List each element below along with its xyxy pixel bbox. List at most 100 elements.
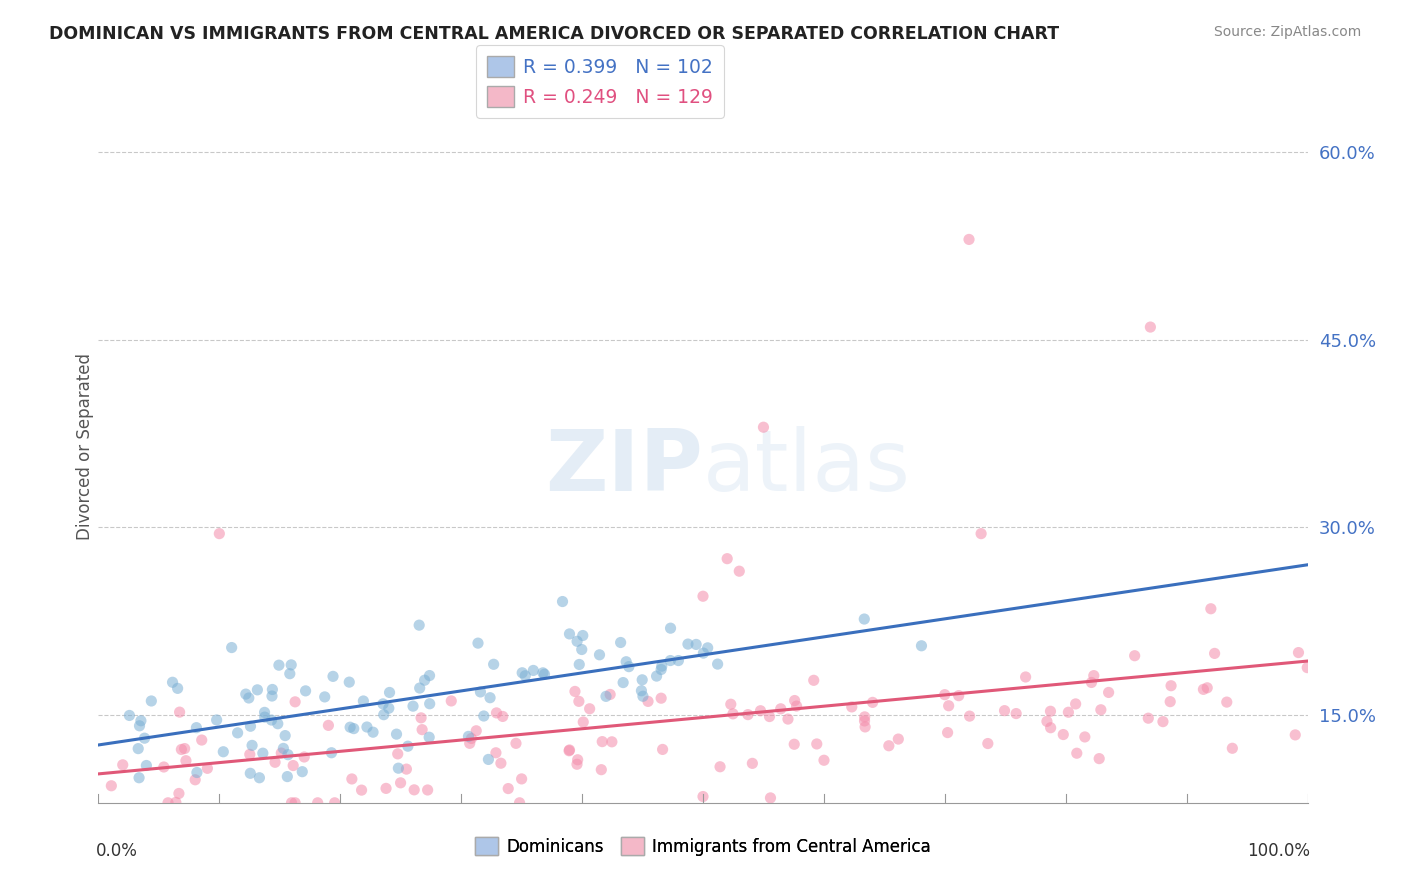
Point <box>666 654 689 668</box>
Point <box>709 760 731 774</box>
Point <box>938 698 960 713</box>
Point <box>716 551 738 566</box>
Point <box>460 731 482 746</box>
Point <box>692 789 714 804</box>
Point <box>239 719 262 733</box>
Point <box>322 669 344 683</box>
Point <box>759 791 782 805</box>
Point <box>389 776 412 790</box>
Point <box>853 710 876 724</box>
Point <box>651 659 673 673</box>
Point <box>470 685 492 699</box>
Point <box>993 704 1015 718</box>
Point <box>515 669 537 683</box>
Point <box>278 666 301 681</box>
Point <box>612 675 634 690</box>
Point <box>226 726 249 740</box>
Point <box>387 747 409 761</box>
Point <box>186 765 208 780</box>
Point <box>118 708 141 723</box>
Point <box>650 663 672 677</box>
Point <box>292 750 315 764</box>
Point <box>419 668 441 682</box>
Point <box>375 781 398 796</box>
Point <box>240 739 263 753</box>
Point <box>1090 703 1112 717</box>
Point <box>591 763 613 777</box>
Point <box>387 761 409 775</box>
Point <box>783 693 806 707</box>
Point <box>153 760 176 774</box>
Point <box>806 737 828 751</box>
Point <box>238 690 260 705</box>
Point <box>948 689 970 703</box>
Point <box>277 747 299 762</box>
Point <box>558 743 581 757</box>
Point <box>934 688 956 702</box>
Point <box>509 796 531 810</box>
Point <box>617 659 640 673</box>
Point <box>571 642 593 657</box>
Point <box>1097 685 1119 699</box>
Point <box>173 741 195 756</box>
Text: DOMINICAN VS IMMIGRANTS FROM CENTRAL AMERICA DIVORCED OR SEPARATED CORRELATION C: DOMINICAN VS IMMIGRANTS FROM CENTRAL AME… <box>49 25 1059 43</box>
Point <box>402 699 425 714</box>
Point <box>1039 704 1062 718</box>
Point <box>877 739 900 753</box>
Point <box>758 709 780 723</box>
Point <box>314 690 336 704</box>
Point <box>936 725 959 739</box>
Point <box>404 782 426 797</box>
Point <box>1288 646 1310 660</box>
Point <box>720 698 742 712</box>
Point <box>165 796 187 810</box>
Point <box>558 627 581 641</box>
Point <box>721 706 744 721</box>
Point <box>853 612 876 626</box>
Point <box>485 746 508 760</box>
Point <box>1052 727 1074 741</box>
Point <box>1039 721 1062 735</box>
Point <box>492 709 515 723</box>
Point <box>803 673 825 688</box>
Point <box>692 646 714 660</box>
Text: Source: ZipAtlas.com: Source: ZipAtlas.com <box>1213 25 1361 39</box>
Point <box>1014 670 1036 684</box>
Point <box>813 753 835 767</box>
Point <box>1080 675 1102 690</box>
Point <box>208 526 231 541</box>
Point <box>273 741 295 756</box>
Point <box>769 702 792 716</box>
Point <box>291 764 314 779</box>
Point <box>853 720 876 734</box>
Point <box>323 796 346 810</box>
Y-axis label: Divorced or Separated: Divorced or Separated <box>76 352 94 540</box>
Point <box>1064 697 1087 711</box>
Point <box>184 772 207 787</box>
Point <box>239 766 262 780</box>
Point <box>599 688 621 702</box>
Point <box>1204 647 1226 661</box>
Point <box>565 634 588 648</box>
Point <box>141 694 163 708</box>
Point <box>411 723 433 737</box>
Point <box>533 667 555 681</box>
Point <box>659 654 682 668</box>
Text: ZIP: ZIP <box>546 425 703 509</box>
Point <box>339 720 361 734</box>
Point <box>157 796 180 810</box>
Point <box>283 758 305 772</box>
Point <box>489 756 512 771</box>
Point <box>190 733 212 747</box>
Point <box>1137 711 1160 725</box>
Point <box>631 690 654 704</box>
Point <box>1083 668 1105 682</box>
Point <box>385 727 408 741</box>
Point <box>174 754 197 768</box>
Point <box>253 706 276 720</box>
Point <box>567 753 589 767</box>
Legend: Dominicans, Immigrants from Central America: Dominicans, Immigrants from Central Amer… <box>468 830 938 863</box>
Point <box>378 701 401 715</box>
Point <box>1036 714 1059 729</box>
Point <box>696 640 718 655</box>
